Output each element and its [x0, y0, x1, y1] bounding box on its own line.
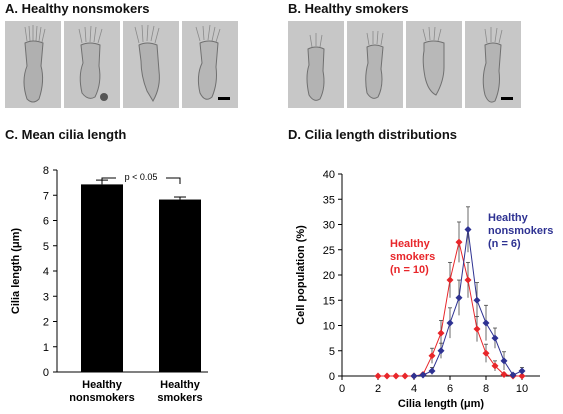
data-point	[455, 294, 463, 302]
x-category-label: Healthy nonsmokers	[69, 379, 134, 404]
data-point	[500, 370, 508, 378]
smoker-cell-image	[465, 21, 521, 108]
y-tick-label: 10	[323, 321, 335, 333]
bar	[159, 199, 201, 372]
x-tick-label: 6	[447, 383, 453, 395]
data-point	[473, 325, 481, 333]
y-tick-label: 20	[323, 270, 335, 282]
data-point	[464, 226, 472, 234]
panel-a-title: A. Healthy nonsmokers	[5, 1, 150, 16]
panel-d-title: D. Cilia length distributions	[288, 127, 457, 142]
y-axis-label: Cilia length (μm)	[10, 228, 22, 315]
y-axis-label: Cell population (%)	[295, 225, 307, 325]
y-tick-label: 6	[43, 216, 49, 228]
data-point	[518, 367, 526, 375]
x-category-label: Healthy smokers	[157, 379, 202, 404]
annotation-background	[116, 170, 166, 184]
x-tick-label: 2	[375, 383, 381, 395]
data-point	[428, 352, 436, 360]
y-tick-label: 2	[43, 317, 49, 329]
data-point	[482, 319, 490, 327]
y-tick-label: 8	[43, 165, 49, 177]
y-tick-label: 30	[323, 220, 335, 232]
y-tick-label: 5	[329, 346, 335, 358]
x-tick-label: 0	[339, 383, 345, 395]
y-tick-label: 25	[323, 245, 335, 257]
y-tick-label: 0	[329, 371, 335, 383]
data-point	[464, 276, 472, 284]
data-point	[401, 372, 409, 380]
y-tick-label: 5	[43, 241, 49, 253]
data-point	[419, 371, 427, 379]
y-tick-label: 3	[43, 291, 49, 303]
smoker-micrograph-row	[288, 21, 521, 108]
x-axis-label: Cilia length (μm)	[398, 398, 485, 410]
scale-bar	[501, 97, 513, 100]
data-point	[455, 238, 463, 246]
data-point	[437, 347, 445, 355]
nonsmoker-cell-image	[64, 21, 120, 108]
data-point	[482, 349, 490, 357]
significance-annotation: p < 0.05	[125, 172, 158, 182]
smoker-cell-image	[288, 21, 344, 108]
cilia-length-distribution-chart: 0 5 10 15 20 25 30 35 40 0 2 4 6 8 10 Cilia length (μm)…	[295, 169, 553, 410]
scale-bar	[218, 97, 230, 100]
smoker-cell-image	[347, 21, 403, 108]
y-tick-label: 7	[43, 190, 49, 202]
bar	[81, 184, 123, 372]
nonsmoker-cell-image	[182, 21, 238, 108]
data-point	[374, 372, 382, 380]
y-tick-label: 1	[43, 342, 49, 354]
data-point	[473, 296, 481, 304]
y-tick-label: 4	[43, 266, 49, 278]
data-point	[491, 362, 499, 370]
data-point	[383, 372, 391, 380]
data-point	[500, 357, 508, 365]
data-point	[518, 372, 526, 380]
x-tick-label: 10	[516, 383, 528, 395]
data-point	[428, 367, 436, 375]
mean-cilia-length-bar-chart: 0 1 2 3 4 5 6 7 8 Cilia length (μm) Healthy nonsmok…	[10, 165, 208, 404]
y-tick-label: 0	[43, 367, 49, 379]
data-point	[410, 372, 418, 380]
panel-c-title: C. Mean cilia length	[5, 127, 127, 142]
nonsmoker-micrograph-row	[5, 21, 238, 108]
x-tick-label: 8	[483, 383, 489, 395]
data-point	[446, 276, 454, 284]
data-point	[392, 372, 400, 380]
y-tick-label: 35	[323, 194, 335, 206]
data-point	[509, 371, 517, 379]
panel-b-title: B. Healthy smokers	[288, 1, 409, 16]
series-label: Healthy nonsmokers (n = 6)	[488, 212, 553, 250]
smoker-cell-image	[406, 21, 462, 108]
nonsmoker-cell-image	[5, 21, 61, 108]
y-tick-label: 15	[323, 295, 335, 307]
data-point	[437, 329, 445, 337]
nonsmoker-cell-image	[123, 21, 179, 108]
x-tick-label: 4	[411, 383, 417, 395]
data-point	[491, 334, 499, 342]
data-point	[446, 319, 454, 327]
series-label: Healthy smokers (n = 10)	[390, 238, 435, 276]
y-tick-label: 40	[323, 169, 335, 181]
